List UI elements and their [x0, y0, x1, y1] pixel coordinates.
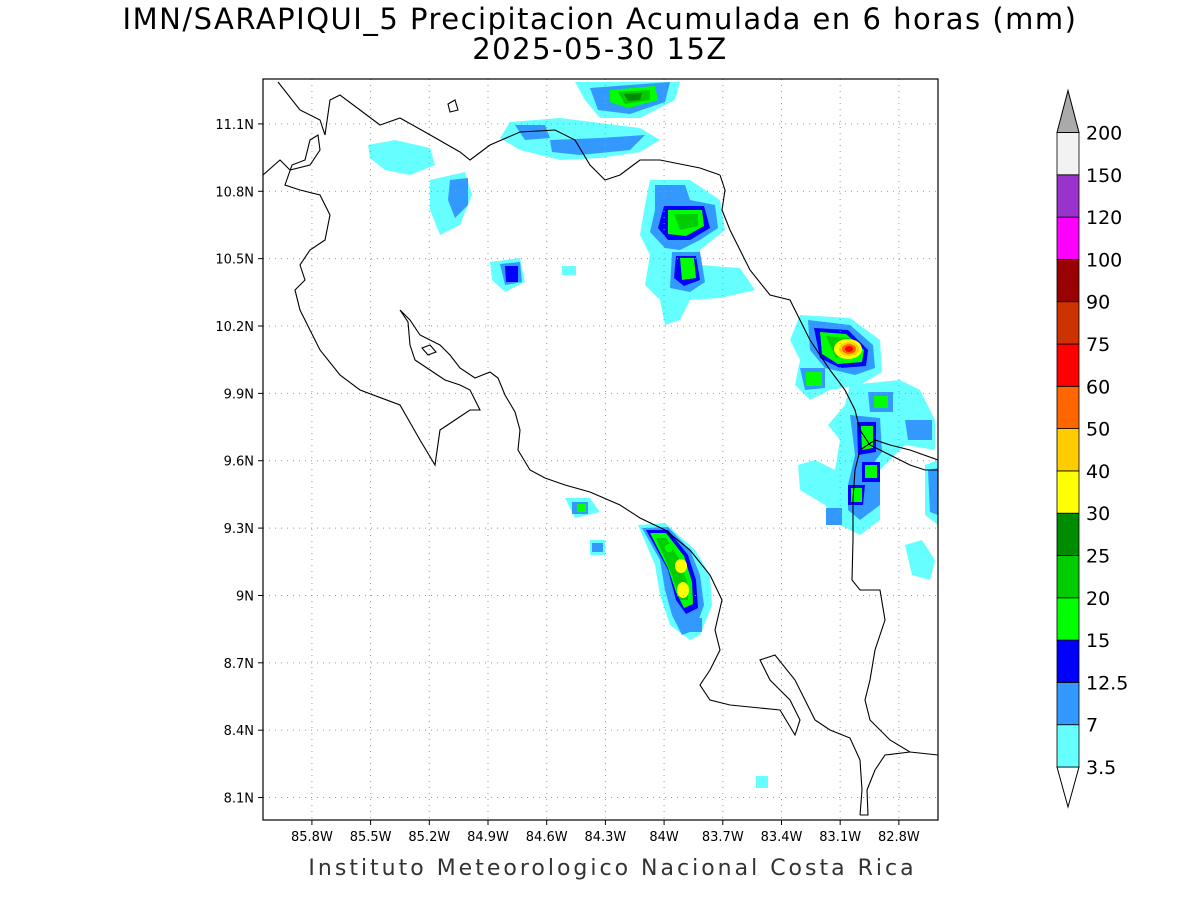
precip-spot-yellow — [677, 582, 689, 598]
colorbar-swatch — [1056, 216, 1080, 260]
precip-area-green — [577, 504, 586, 512]
colorbar-swatch — [1056, 512, 1080, 556]
colorbar-level-label: 120 — [1086, 207, 1122, 229]
y-tick-label: 9.9N — [224, 387, 254, 402]
colorbar-level-label: 200 — [1086, 123, 1122, 145]
precip-area-darkest-green — [624, 93, 642, 101]
precip-area-light — [368, 140, 435, 175]
colorbar-swatch — [1056, 682, 1080, 726]
map-subtitle-date: 2025-05-30 15Z — [472, 32, 728, 66]
colorbar-under-triangle — [1056, 766, 1080, 809]
x-tick-label: 83.1W — [819, 830, 861, 845]
precip-area-medium — [905, 420, 932, 440]
colorbar-swatch — [1056, 724, 1080, 768]
x-tick-label: 84.3W — [584, 830, 626, 845]
panama-coast-south — [860, 751, 911, 816]
precipitation-field — [368, 82, 938, 788]
colorbar-level-label: 100 — [1086, 249, 1122, 271]
precip-area-medium — [515, 125, 550, 140]
x-tick-label: 83.7W — [702, 830, 744, 845]
colorbar-level-label: 12.5 — [1086, 672, 1128, 694]
precip-area-medium — [550, 135, 645, 155]
lake-island — [447, 99, 459, 113]
colorbar-level-label: 50 — [1086, 419, 1110, 441]
colorbar-swatch — [1056, 555, 1080, 599]
nicaragua-border — [277, 81, 721, 181]
precip-spot-green — [665, 544, 673, 552]
colorbar-swatch — [1056, 428, 1080, 472]
y-tick-label: 8.4N — [224, 724, 254, 739]
x-tick-label: 84.6W — [526, 830, 568, 845]
colorbar-level-label: 7 — [1086, 715, 1098, 737]
colorbar: 3.5 7 12.5 15 20 25 30 40 50 60 75 90 100 120 150 200 — [1056, 88, 1128, 809]
colorbar-swatch — [1056, 301, 1080, 345]
colorbar-level-label: 25 — [1086, 546, 1110, 568]
precip-area-light — [905, 540, 935, 580]
colorbar-level-label: 90 — [1086, 292, 1110, 314]
x-tick-label: 85.8W — [291, 830, 333, 845]
x-tick-label: 84W — [649, 830, 679, 845]
colorbar-level-label: 75 — [1086, 334, 1110, 356]
precip-area-medium — [448, 178, 468, 218]
y-tick-label: 11.1N — [215, 118, 254, 133]
colorbar-swatch — [1056, 639, 1080, 683]
y-tick-label: 9.3N — [224, 522, 254, 537]
x-tick-label: 85.5W — [350, 830, 392, 845]
map-title: IMN/SARAPIQUI_5 Precipitacion Acumulada … — [122, 2, 1078, 36]
precip-area-green — [865, 465, 877, 478]
colorbar-swatch — [1056, 343, 1080, 387]
precip-area-green — [680, 258, 696, 280]
precip-area-light — [562, 266, 576, 275]
x-tick-label: 82.8W — [878, 830, 920, 845]
colorbar-swatch — [1056, 597, 1080, 641]
colorbar-level-label: 30 — [1086, 503, 1110, 525]
colorbar-level-label: 20 — [1086, 588, 1110, 610]
colorbar-level-label: 3.5 — [1086, 757, 1116, 779]
precip-area-medium — [592, 543, 603, 552]
footer-credit: Instituto Meteorologico Nacional Costa R… — [308, 856, 917, 881]
colorbar-level-label: 150 — [1086, 165, 1122, 187]
precip-area-light — [756, 776, 768, 788]
precip-area-heavy-blue — [505, 266, 518, 282]
colorbar-swatch — [1056, 132, 1080, 176]
y-tick-label: 10.5N — [215, 253, 254, 268]
colorbar-level-label: 15 — [1086, 630, 1110, 652]
precip-area-green — [874, 396, 888, 408]
y-tick-label: 8.1N — [224, 792, 254, 807]
map-frame — [262, 78, 939, 821]
precip-area-green — [806, 372, 822, 386]
precip-area-medium — [685, 618, 702, 632]
precip-area-green — [861, 426, 873, 450]
colorbar-level-label: 60 — [1086, 376, 1110, 398]
y-tick-label: 9N — [236, 589, 254, 604]
x-tick-label: 85.2W — [408, 830, 450, 845]
x-tick-label: 84.9W — [467, 830, 509, 845]
lat-lon-grid — [263, 79, 938, 820]
y-tick-label: 10.8N — [215, 185, 254, 200]
precip-area-dark-green — [674, 214, 698, 230]
panama-border — [851, 439, 938, 756]
coastlines-borders — [263, 81, 938, 816]
y-tick-label: 10.2N — [215, 320, 254, 335]
colorbar-swatch — [1056, 258, 1080, 303]
precip-spot-yellow — [675, 559, 687, 573]
colorbar-level-label: 40 — [1086, 461, 1110, 483]
colorbar-swatch — [1056, 174, 1080, 218]
x-tick-label: 83.4W — [761, 830, 803, 845]
caribbean-coast — [719, 174, 938, 471]
precip-spot-red — [845, 346, 853, 352]
precip-area-medium — [826, 508, 842, 525]
pacific-coast-north — [263, 134, 863, 816]
colorbar-over-triangle — [1056, 88, 1080, 133]
precip-area-medium — [928, 468, 938, 515]
colorbar-swatch — [1056, 385, 1080, 429]
axes: 85.8W 85.5W 85.2W 84.9W 84.6W 84.3W 84W 83.7W 83… — [215, 118, 920, 845]
y-tick-label: 9.6N — [224, 455, 254, 470]
y-tick-label: 8.7N — [224, 657, 254, 672]
colorbar-swatch — [1056, 470, 1080, 514]
nicoya-inlet — [421, 344, 437, 356]
